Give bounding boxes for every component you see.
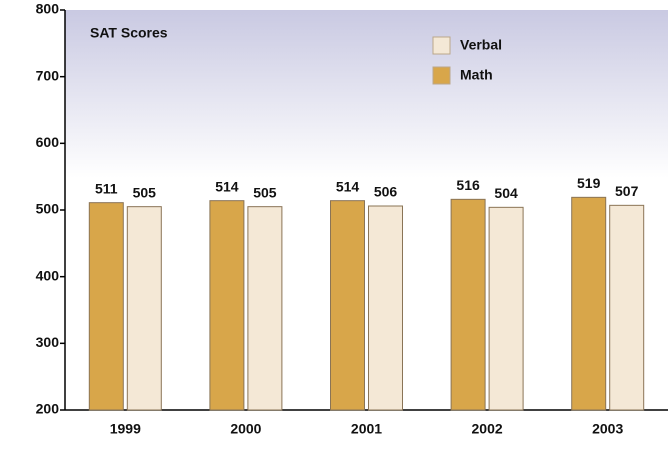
y-tick-label: 700 (36, 67, 60, 83)
x-tick-label: 2002 (472, 421, 503, 437)
value-label: 514 (215, 178, 239, 194)
y-tick-label: 200 (36, 401, 60, 417)
legend-label: Math (460, 67, 493, 83)
value-label: 511 (95, 180, 118, 196)
legend-swatch (432, 36, 451, 55)
bar (488, 206, 524, 411)
value-label: 504 (494, 185, 518, 201)
bar (609, 204, 645, 411)
x-tick-label: 1999 (110, 421, 141, 437)
y-tick-label: 800 (36, 1, 60, 17)
y-tick-label: 500 (36, 201, 60, 217)
value-label: 516 (456, 177, 480, 193)
value-label: 505 (253, 184, 277, 200)
legend-swatch (432, 66, 451, 85)
legend-label: Verbal (460, 37, 502, 53)
bar (209, 200, 245, 411)
value-label: 514 (336, 178, 360, 194)
y-tick-label: 600 (36, 134, 60, 150)
bar (368, 205, 403, 411)
value-label: 505 (133, 184, 157, 200)
y-tick-label: 300 (36, 334, 60, 350)
bar (450, 198, 486, 411)
bar (126, 206, 162, 411)
bar (330, 200, 365, 411)
value-label: 507 (615, 183, 639, 199)
bar (88, 202, 124, 411)
value-label: 519 (577, 175, 601, 191)
y-tick-label: 400 (36, 267, 60, 283)
x-tick-label: 2000 (230, 421, 261, 437)
bar (247, 206, 283, 411)
x-tick-label: 2001 (351, 421, 382, 437)
bar (571, 196, 607, 411)
chart-title: SAT Scores (90, 25, 168, 41)
plot-background (65, 10, 668, 410)
value-label: 506 (374, 184, 398, 200)
x-tick-label: 2003 (592, 421, 623, 437)
